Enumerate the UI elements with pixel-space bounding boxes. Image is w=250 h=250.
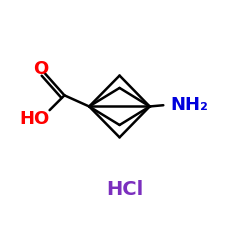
Text: HCl: HCl: [106, 180, 144, 199]
Text: HO: HO: [20, 110, 50, 128]
Text: O: O: [33, 60, 48, 78]
Text: NH₂: NH₂: [171, 96, 208, 114]
